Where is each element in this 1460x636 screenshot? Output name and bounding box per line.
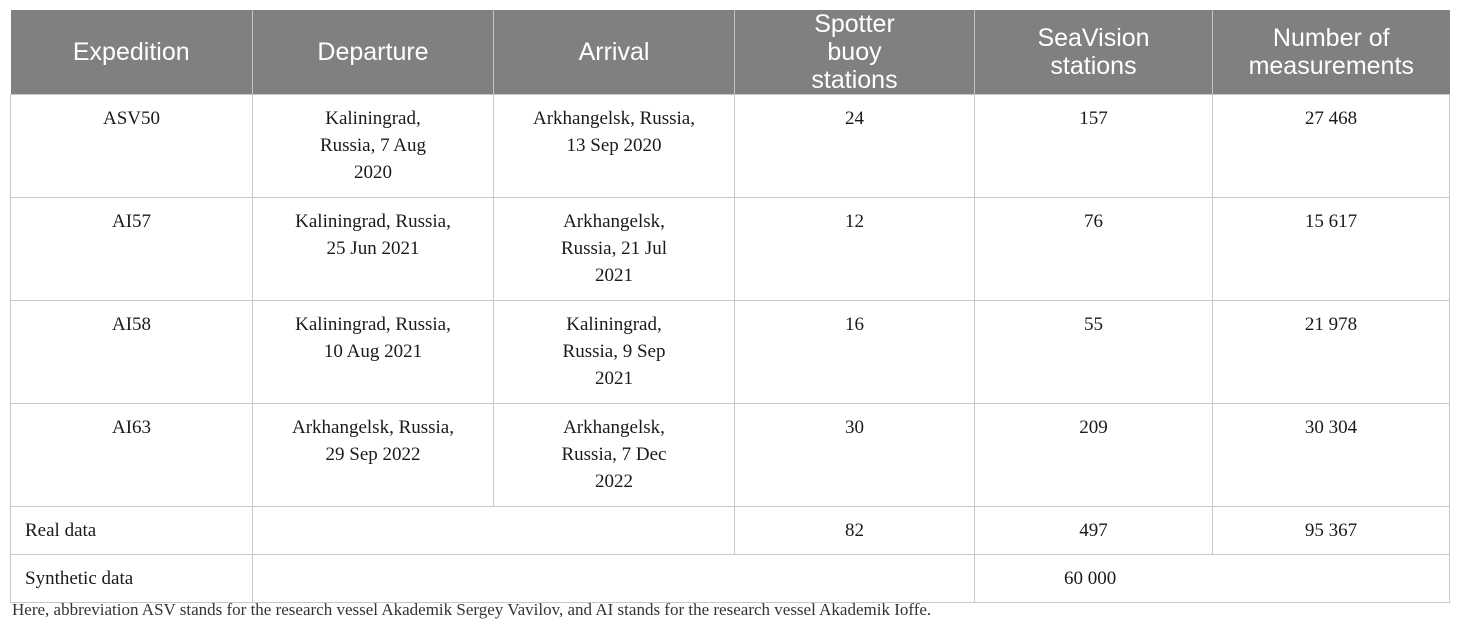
cell-measurements: 15 617 xyxy=(1212,197,1450,301)
cell-expedition: AI58 xyxy=(10,300,253,404)
header-arrival: Arrival xyxy=(493,10,735,95)
synthetic-data-value: 60 000 xyxy=(974,554,1450,603)
cell-arrival: Arkhangelsk, Russia, 21 Jul 2021 xyxy=(493,197,735,301)
real-data-seavision: 497 xyxy=(974,506,1213,555)
cell-arrival: Arkhangelsk, Russia, 7 Dec 2022 xyxy=(493,403,735,507)
expeditions-table: Expedition Departure Arrival Spotter buo… xyxy=(10,10,1450,603)
synthetic-data-empty xyxy=(252,554,975,603)
table-row: AI57 Kaliningrad, Russia, 25 Jun 2021 Ar… xyxy=(10,197,1450,301)
cell-arrival: Kaliningrad, Russia, 9 Sep 2021 xyxy=(493,300,735,404)
cell-seavision: 157 xyxy=(974,94,1213,198)
synthetic-data-label: Synthetic data xyxy=(10,554,253,603)
header-departure: Departure xyxy=(252,10,494,95)
table-row: AI58 Kaliningrad, Russia, 10 Aug 2021 Ka… xyxy=(10,300,1450,404)
cell-seavision: 55 xyxy=(974,300,1213,404)
header-number-of-measurements: Number of measurements xyxy=(1212,10,1450,95)
real-data-spotter: 82 xyxy=(734,506,975,555)
cell-spotter: 12 xyxy=(734,197,975,301)
cell-spotter: 30 xyxy=(734,403,975,507)
real-data-label: Real data xyxy=(10,506,253,555)
table-row: ASV50 Kaliningrad, Russia, 7 Aug 2020 Ar… xyxy=(10,94,1450,198)
synthetic-data-row: Synthetic data 60 000 xyxy=(10,554,1450,603)
header-row: Expedition Departure Arrival Spotter buo… xyxy=(10,10,1450,95)
cell-measurements: 21 978 xyxy=(1212,300,1450,404)
cell-departure: Kaliningrad, Russia, 25 Jun 2021 xyxy=(252,197,494,301)
table-footnote: Here, abbreviation ASV stands for the re… xyxy=(12,600,932,619)
cell-measurements: 30 304 xyxy=(1212,403,1450,507)
cell-spotter: 16 xyxy=(734,300,975,404)
cell-measurements: 27 468 xyxy=(1212,94,1450,198)
cell-expedition: AI63 xyxy=(10,403,253,507)
table-row: AI63 Arkhangelsk, Russia, 29 Sep 2022 Ar… xyxy=(10,403,1450,507)
cell-seavision: 76 xyxy=(974,197,1213,301)
real-data-row: Real data 82 497 95 367 xyxy=(10,506,1450,555)
cell-departure: Kaliningrad, Russia, 10 Aug 2021 xyxy=(252,300,494,404)
table-body: ASV50 Kaliningrad, Russia, 7 Aug 2020 Ar… xyxy=(10,94,1450,603)
real-data-empty xyxy=(252,506,735,555)
cell-expedition: ASV50 xyxy=(10,94,253,198)
cell-departure: Arkhangelsk, Russia, 29 Sep 2022 xyxy=(252,403,494,507)
table-header: Expedition Departure Arrival Spotter buo… xyxy=(10,10,1450,95)
header-seavision-stations: SeaVision stations xyxy=(974,10,1213,95)
header-expedition: Expedition xyxy=(10,10,253,95)
cell-spotter: 24 xyxy=(734,94,975,198)
table-container: Expedition Departure Arrival Spotter buo… xyxy=(10,10,1450,603)
cell-departure: Kaliningrad, Russia, 7 Aug 2020 xyxy=(252,94,494,198)
real-data-measurements: 95 367 xyxy=(1212,506,1450,555)
cell-expedition: AI57 xyxy=(10,197,253,301)
cell-arrival: Arkhangelsk, Russia, 13 Sep 2020 xyxy=(493,94,735,198)
cell-seavision: 209 xyxy=(974,403,1213,507)
header-spotter-buoy-stations: Spotter buoy stations xyxy=(734,10,975,95)
